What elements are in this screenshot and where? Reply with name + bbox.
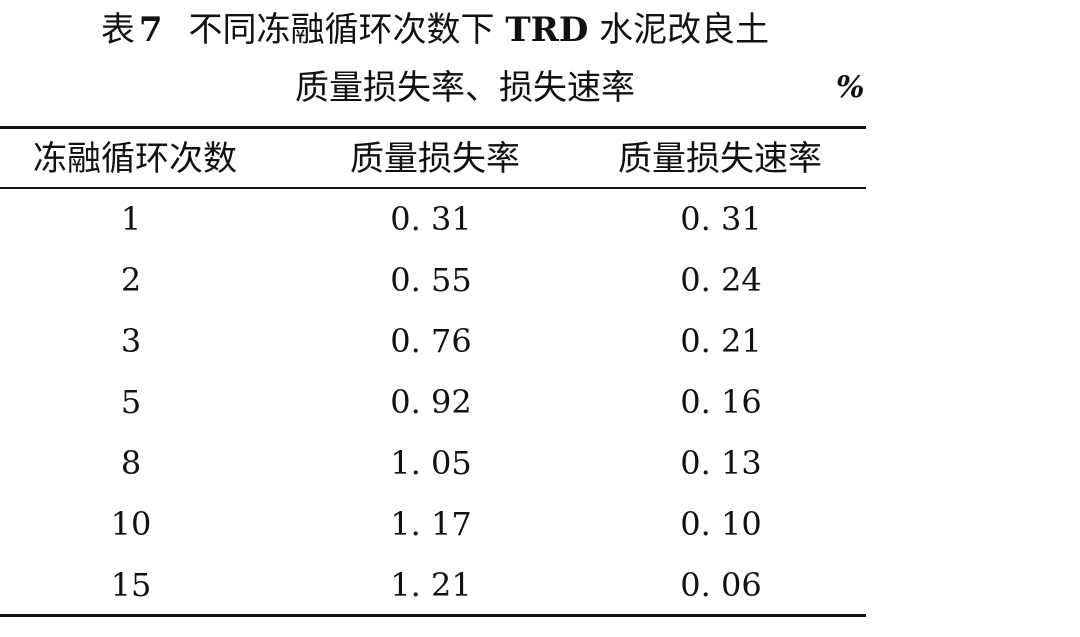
cell-mass-loss-speed: 0. 31: [680, 200, 762, 238]
cell-cycles: 15: [110, 566, 152, 604]
caption-text-a: 不同冻融循环次数下: [188, 10, 495, 50]
header-mass-loss-rate: 质量损失率: [350, 139, 520, 179]
cell-cycles: 1: [120, 200, 142, 238]
caption-text-b: 水泥改良土: [599, 10, 770, 50]
cell-cycles: 8: [120, 444, 142, 482]
caption-text-bold: TRD: [505, 10, 589, 50]
cell-cycles: 10: [110, 505, 152, 543]
table-row: 5 0. 92 0. 16: [0, 372, 866, 433]
header-mass-loss-speed: 质量损失速率: [618, 139, 822, 179]
table-number: 7: [138, 10, 163, 50]
caption-line-2: 质量损失率、损失速率: [295, 68, 635, 108]
table-label: 表: [100, 10, 135, 50]
cell-cycles: 3: [120, 322, 142, 360]
table-body: 1 0. 31 0. 31 2 0. 55 0. 24 3 0. 76 0. 2…: [0, 189, 866, 616]
unit-label: %: [836, 70, 865, 105]
cell-mass-loss-speed: 0. 24: [680, 261, 762, 299]
cell-mass-loss-rate: 0. 55: [390, 261, 472, 299]
cell-mass-loss-rate: 0. 76: [390, 322, 472, 360]
cell-mass-loss-rate: 1. 05: [390, 444, 472, 482]
cell-mass-loss-rate: 1. 21: [390, 566, 472, 604]
table-row: 8 1. 05 0. 13: [0, 433, 866, 494]
table-row: 3 0. 76 0. 21: [0, 311, 866, 372]
table-bottom-rule: [0, 614, 866, 617]
table-header-rule: [0, 187, 866, 189]
cell-mass-loss-rate: 0. 92: [390, 383, 472, 421]
cell-mass-loss-rate: 1. 17: [390, 505, 472, 543]
table-row: 10 1. 17 0. 10: [0, 494, 866, 555]
cell-cycles: 5: [120, 383, 142, 421]
table-row: 15 1. 21 0. 06: [0, 555, 866, 616]
cell-mass-loss-speed: 0. 10: [680, 505, 762, 543]
table-top-rule: [0, 126, 866, 129]
cell-mass-loss-speed: 0. 06: [680, 566, 762, 604]
cell-mass-loss-speed: 0. 16: [680, 383, 762, 421]
table-caption: 表 7 不同冻融循环次数下 TRD 水泥改良土: [0, 8, 870, 52]
table-row: 1 0. 31 0. 31: [0, 189, 866, 250]
cell-mass-loss-rate: 0. 31: [390, 200, 472, 238]
cell-mass-loss-speed: 0. 21: [680, 322, 762, 360]
cell-cycles: 2: [120, 261, 142, 299]
cell-mass-loss-speed: 0. 13: [680, 444, 762, 482]
header-cycles: 冻融循环次数: [33, 139, 237, 179]
table-row: 2 0. 55 0. 24: [0, 250, 866, 311]
